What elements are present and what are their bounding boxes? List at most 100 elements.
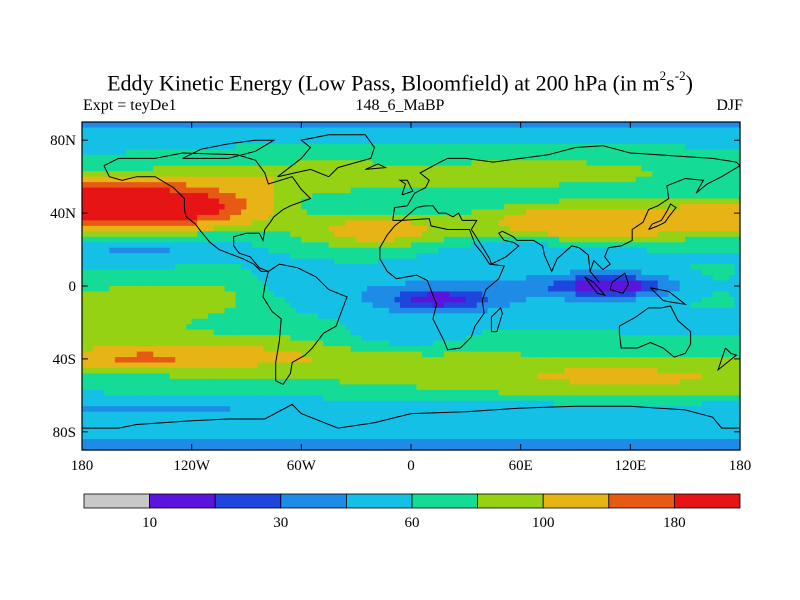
map-cell xyxy=(317,165,324,172)
map-cell xyxy=(570,214,577,221)
map-cell xyxy=(372,127,379,134)
map-cell xyxy=(350,193,357,200)
map-cell xyxy=(531,253,538,260)
map-cell xyxy=(432,220,440,227)
map-cell xyxy=(147,264,154,271)
map-cell xyxy=(553,253,560,260)
map-cell xyxy=(482,122,489,129)
map-cell xyxy=(553,143,560,150)
map-cell xyxy=(180,264,187,271)
map-cell xyxy=(345,329,352,336)
map-cell xyxy=(268,193,275,200)
map-cell xyxy=(103,132,111,139)
map-cell xyxy=(164,138,171,145)
map-cell xyxy=(158,182,165,189)
map-cell xyxy=(570,329,577,336)
map-cell xyxy=(186,171,193,178)
map-cell xyxy=(482,127,489,134)
map-cell xyxy=(372,171,379,178)
map-cell xyxy=(668,307,675,314)
map-cell xyxy=(630,253,637,260)
map-cell xyxy=(208,154,215,161)
map-cell xyxy=(213,138,220,145)
map-cell xyxy=(98,220,105,227)
map-cell xyxy=(120,346,127,353)
map-cell xyxy=(241,193,248,200)
map-cell xyxy=(674,302,681,309)
map-cell xyxy=(537,318,544,325)
map-cell xyxy=(641,286,648,293)
map-cell xyxy=(279,171,286,178)
map-cell xyxy=(120,122,127,129)
map-cell xyxy=(416,242,423,249)
map-cell xyxy=(734,275,741,282)
map-cell xyxy=(350,225,357,232)
map-cell xyxy=(663,313,670,320)
map-cell xyxy=(460,143,467,150)
map-cell xyxy=(411,275,418,282)
map-cell xyxy=(454,340,461,347)
map-cell xyxy=(416,198,423,205)
map-cell xyxy=(208,193,215,200)
map-cell xyxy=(230,236,237,243)
map-cell xyxy=(663,318,670,325)
map-cell xyxy=(553,198,560,205)
map-cell xyxy=(120,318,127,325)
map-cell xyxy=(153,220,160,227)
map-cell xyxy=(230,307,237,314)
map-cell xyxy=(438,286,445,293)
map-cell xyxy=(646,204,653,211)
map-cell xyxy=(427,258,434,265)
map-cell xyxy=(668,329,675,336)
map-cell xyxy=(564,171,571,178)
map-cell xyxy=(202,225,209,232)
map-cell xyxy=(515,264,522,271)
map-cell xyxy=(400,258,407,265)
map-cell xyxy=(696,209,703,216)
map-cell xyxy=(323,122,330,129)
map-cell xyxy=(356,182,363,189)
map-cell xyxy=(92,138,100,145)
map-cell xyxy=(186,231,193,238)
map-cell xyxy=(674,307,681,314)
map-cell xyxy=(131,214,138,221)
map-cell xyxy=(487,253,494,260)
map-cell xyxy=(394,236,401,243)
map-cell xyxy=(674,138,681,145)
map-cell xyxy=(619,329,626,336)
map-cell xyxy=(301,258,308,265)
map-cell xyxy=(208,280,215,287)
map-cell xyxy=(421,302,429,309)
map-cell xyxy=(542,204,549,211)
map-cell xyxy=(476,275,483,282)
map-cell xyxy=(180,198,187,205)
map-cell xyxy=(356,335,363,342)
map-cell xyxy=(657,247,664,254)
map-cell xyxy=(153,346,160,353)
map-cell xyxy=(498,182,505,189)
map-cell xyxy=(630,198,637,205)
map-cell xyxy=(312,307,319,314)
map-cell xyxy=(471,269,478,276)
map-cell xyxy=(564,296,571,303)
map-cell xyxy=(87,138,94,145)
map-cell xyxy=(630,296,637,303)
map-cell xyxy=(158,269,165,276)
map-cell xyxy=(186,122,193,129)
map-cell xyxy=(295,286,302,293)
map-cell xyxy=(729,329,736,336)
map-cell xyxy=(197,193,204,200)
map-cell xyxy=(602,198,609,205)
map-cell xyxy=(219,296,226,303)
map-cell xyxy=(443,132,450,139)
map-cell xyxy=(438,242,445,249)
map-cell xyxy=(696,143,703,150)
map-cell xyxy=(153,122,160,129)
map-cell xyxy=(383,236,390,243)
map-cell xyxy=(427,132,434,139)
map-cell xyxy=(306,296,313,303)
map-cell xyxy=(701,171,708,178)
map-cell xyxy=(350,242,357,249)
map-cell xyxy=(164,154,171,161)
map-cell xyxy=(301,324,308,331)
